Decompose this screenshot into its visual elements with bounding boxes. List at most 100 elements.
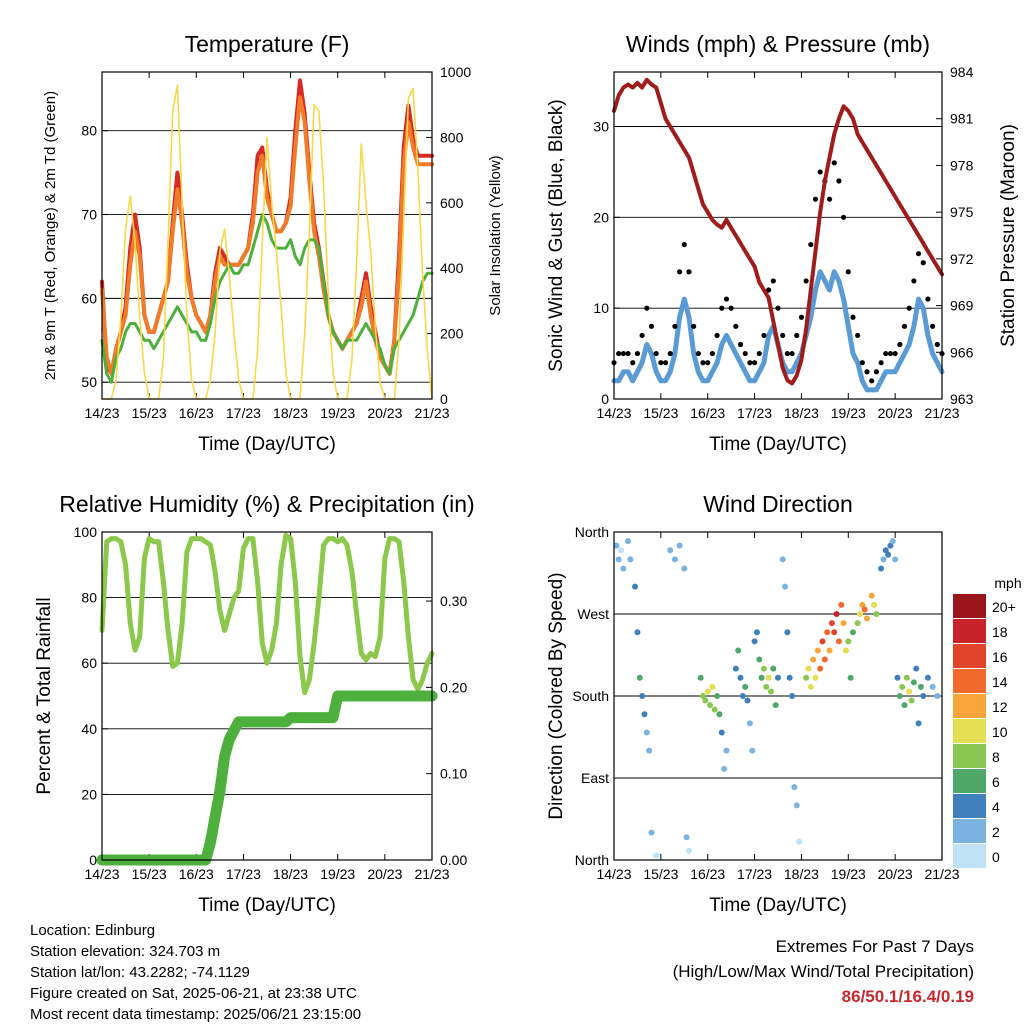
- x-tick-label: 20/23: [878, 405, 913, 421]
- wind-direction-point: [709, 683, 716, 690]
- colorbar-swatch: [953, 794, 986, 818]
- extremes-values: 86/50.1/16.4/0.19: [841, 987, 974, 1006]
- panel-border: [613, 531, 943, 861]
- gust-point: [648, 323, 655, 329]
- wind-direction-point: [835, 638, 842, 645]
- wind-direction-point: [770, 665, 777, 672]
- x-axis-label: Time (Day/UTC): [709, 434, 847, 455]
- y-tick-label: 80: [81, 123, 97, 139]
- wind-direction-point: [763, 683, 770, 690]
- chart-panel-2: Winds (mph) & Pressure (mb) 0 10 20 30 963 966…: [546, 31, 1019, 455]
- x-axis-label: Time (Day/UTC): [709, 895, 847, 916]
- y-right-tick-label: 984: [950, 64, 974, 80]
- wind-direction-point: [789, 693, 796, 699]
- gust-point: [836, 178, 842, 184]
- wind-direction-point: [885, 551, 892, 558]
- x-axis-label: Time (Day/UTC): [198, 434, 336, 455]
- y-right-tick-label: 400: [440, 260, 464, 276]
- x-tick-label: 15/23: [132, 866, 167, 882]
- gust-point: [714, 332, 720, 339]
- y-right-tick-label: 0.00: [440, 852, 467, 868]
- gust-point: [681, 241, 687, 248]
- gust-point: [850, 314, 856, 320]
- x-tick-label: 19/23: [831, 405, 866, 421]
- wind-direction-point: [744, 697, 751, 704]
- wind-direction-point: [641, 711, 648, 718]
- gust-point: [723, 296, 730, 302]
- gust-point: [817, 169, 823, 175]
- gust-point: [620, 350, 626, 357]
- gust-point: [873, 369, 880, 375]
- wind-direction-point: [648, 829, 655, 836]
- wind-direction-point: [849, 629, 856, 636]
- colorbar-swatch: [953, 844, 986, 868]
- y-tick-label: 60: [81, 290, 97, 306]
- wind-direction-point: [625, 538, 632, 545]
- y-right-tick-label: 200: [440, 326, 464, 342]
- x-tick-label: 20/23: [367, 866, 402, 882]
- y-right-tick-label: 0.20: [440, 679, 467, 695]
- x-tick-label: 21/23: [414, 405, 449, 421]
- gust-point: [733, 323, 739, 329]
- gust-point: [934, 341, 940, 348]
- wind-direction-point: [639, 693, 646, 699]
- wind-direction-point: [716, 711, 723, 718]
- x-tick-label: 17/23: [226, 866, 261, 882]
- wind-direction-point: [681, 565, 688, 572]
- wind-direction-point: [847, 674, 854, 681]
- chart-title: Temperature (F): [185, 31, 350, 57]
- wind-direction-point: [707, 702, 714, 709]
- colorbar-label: 4: [992, 799, 1000, 815]
- colorbar-label: 18: [992, 624, 1008, 640]
- gust-point: [775, 305, 781, 311]
- wind-direction-point: [864, 615, 871, 622]
- x-tick-label: 17/23: [737, 866, 772, 882]
- wind-direction-point: [817, 665, 824, 672]
- wind-direction-point: [765, 674, 772, 681]
- x-tick-label: 19/23: [831, 866, 866, 882]
- wind-direction-point: [775, 674, 781, 681]
- wind-direction-point: [824, 629, 831, 636]
- wind-direction-point: [878, 565, 885, 572]
- wind-direction-point: [636, 674, 643, 681]
- y-axis-label: 2m & 9m T (Red, Orange) & 2m Td (Green): [42, 91, 59, 380]
- chart-panel-1: Temperature (F)5060708002004006008001000…: [42, 31, 504, 455]
- x-tick-label: 19/23: [320, 405, 355, 421]
- wind-direction-point: [737, 674, 744, 681]
- gust-point: [705, 360, 711, 366]
- y-tick-label: North: [575, 524, 609, 540]
- x-axis-label: Time (Day/UTC): [198, 895, 336, 916]
- y-right-axis-label: Station Pressure (Maroon): [998, 124, 1019, 347]
- wind-direction-point: [807, 683, 814, 690]
- colorbar-label: 6: [992, 774, 1000, 790]
- x-tick-label: 15/23: [132, 405, 167, 421]
- x-tick-label: 18/23: [273, 866, 308, 882]
- y-tick-label: 50: [81, 374, 97, 390]
- gust-point: [761, 332, 767, 339]
- panel-border: [101, 71, 433, 400]
- gust-point: [869, 378, 875, 384]
- wind-direction-point: [917, 683, 924, 690]
- gust-point: [756, 350, 762, 357]
- x-tick-label: 15/23: [643, 405, 678, 421]
- gust-point: [878, 360, 884, 366]
- colorbar-title: mph: [994, 575, 1021, 591]
- y-right-tick-label: 975: [950, 204, 974, 220]
- wind-direction-point: [756, 656, 763, 663]
- wind-direction-point: [880, 556, 887, 563]
- colorbar-swatch: [953, 619, 986, 643]
- gust-point: [915, 251, 922, 257]
- wind-direction-point: [685, 847, 692, 854]
- gust-point: [616, 350, 622, 357]
- y-right-tick-label: 600: [440, 195, 464, 211]
- wind-direction-point: [929, 683, 936, 690]
- y-tick-label: 20: [593, 209, 609, 225]
- gust-point: [639, 332, 645, 339]
- wind-direction-point: [742, 683, 749, 690]
- gust-point: [742, 350, 748, 357]
- gust-point: [719, 305, 725, 311]
- wind-direction-point: [753, 629, 760, 636]
- x-tick-label: 21/23: [414, 866, 449, 882]
- wind-direction-point: [826, 647, 833, 654]
- x-tick-label: 17/23: [737, 405, 772, 421]
